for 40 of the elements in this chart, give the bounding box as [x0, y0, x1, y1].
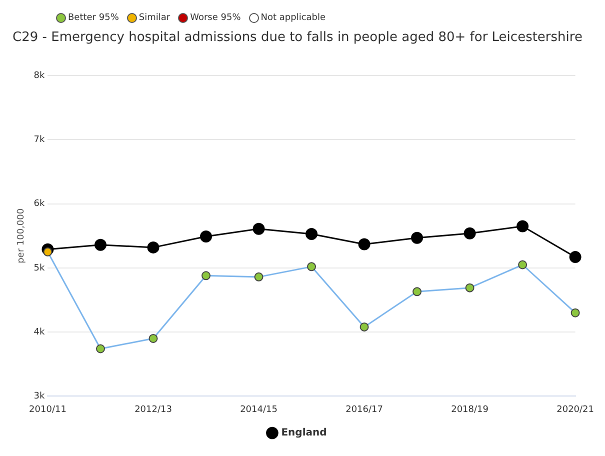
point	[94, 238, 106, 251]
legend-label: Similar	[138, 13, 170, 23]
y-tick-label: 5k	[34, 263, 46, 274]
point	[254, 272, 264, 282]
point	[516, 220, 529, 232]
y-tick-label: 6k	[34, 199, 46, 210]
legend-label: Not applicable	[260, 13, 326, 23]
legend-label: England	[281, 428, 327, 439]
point	[307, 262, 316, 272]
point	[464, 227, 476, 240]
point	[412, 287, 422, 296]
chart-title: C29 - Emergency hospital admissions due to falls in people aged 80+ for Leicestershire	[12, 30, 582, 46]
point	[252, 222, 265, 235]
y-tick-label: 4k	[34, 327, 46, 338]
point	[569, 251, 582, 264]
point	[360, 322, 369, 332]
y-tick-label: 3k	[34, 392, 46, 402]
point	[306, 228, 318, 240]
point	[147, 241, 160, 254]
y-axis-title: per 100,000	[16, 208, 27, 264]
legend-label: Worse 95%	[190, 13, 241, 23]
point	[465, 283, 474, 292]
legend-label: Better 95%	[68, 13, 119, 23]
x-tick-label: 2010/11	[29, 404, 66, 415]
point	[202, 271, 211, 280]
x-tick-label: 2020/21	[556, 404, 594, 415]
point	[411, 232, 424, 244]
x-tick-label: 2016/17	[346, 404, 383, 415]
point	[358, 238, 370, 250]
point	[96, 344, 105, 354]
point	[200, 230, 212, 243]
point	[570, 308, 580, 318]
y-tick-label: 8k	[34, 70, 46, 81]
x-tick-label: 2012/13	[134, 404, 172, 415]
x-tick-label: 2014/15	[240, 404, 278, 415]
point	[518, 260, 528, 270]
y-tick-label: 7k	[34, 135, 46, 146]
point	[43, 247, 52, 256]
point	[148, 334, 158, 343]
x-tick-label: 2018/19	[451, 404, 489, 415]
